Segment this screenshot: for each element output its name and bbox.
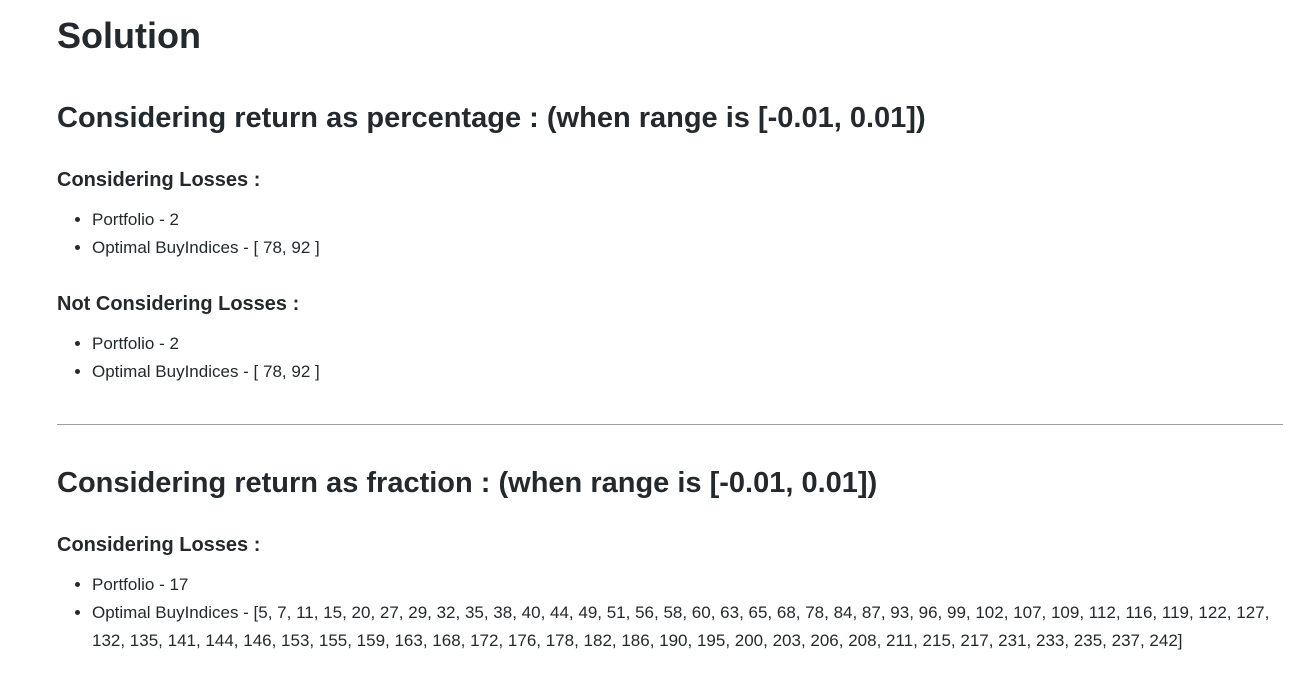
section-percentage: Considering return as percentage : (when…: [57, 100, 1283, 386]
list-item-buy-indices: Optimal BuyIndices - [ 78, 92 ]: [92, 234, 1283, 262]
list-item-buy-indices: Optimal BuyIndices - [ 78, 92 ]: [92, 358, 1283, 386]
page-title: Solution: [57, 15, 201, 56]
subheading-considering-losses: Considering Losses :: [57, 169, 261, 191]
list-item-portfolio: Portfolio - 2: [92, 206, 1283, 234]
result-list: Portfolio - 17 Optimal BuyIndices - [5, …: [57, 571, 1283, 655]
result-list: Portfolio - 2 Optimal BuyIndices - [ 78,…: [57, 330, 1283, 386]
result-list: Portfolio - 2 Optimal BuyIndices - [ 78,…: [57, 206, 1283, 262]
section-heading-percentage: Considering return as percentage : (when…: [57, 102, 926, 134]
section-divider: [57, 424, 1283, 425]
section-fraction: Considering return as fraction : (when r…: [57, 465, 1283, 655]
list-item-portfolio: Portfolio - 17: [92, 571, 1283, 599]
subheading-considering-losses: Considering Losses :: [57, 534, 261, 556]
list-item-portfolio: Portfolio - 2: [92, 330, 1283, 358]
subheading-not-considering-losses: Not Considering Losses :: [57, 293, 300, 315]
list-item-buy-indices: Optimal BuyIndices - [5, 7, 11, 15, 20, …: [92, 599, 1283, 655]
document-page: Solution Considering return as percentag…: [57, 0, 1283, 655]
section-heading-fraction: Considering return as fraction : (when r…: [57, 467, 878, 499]
